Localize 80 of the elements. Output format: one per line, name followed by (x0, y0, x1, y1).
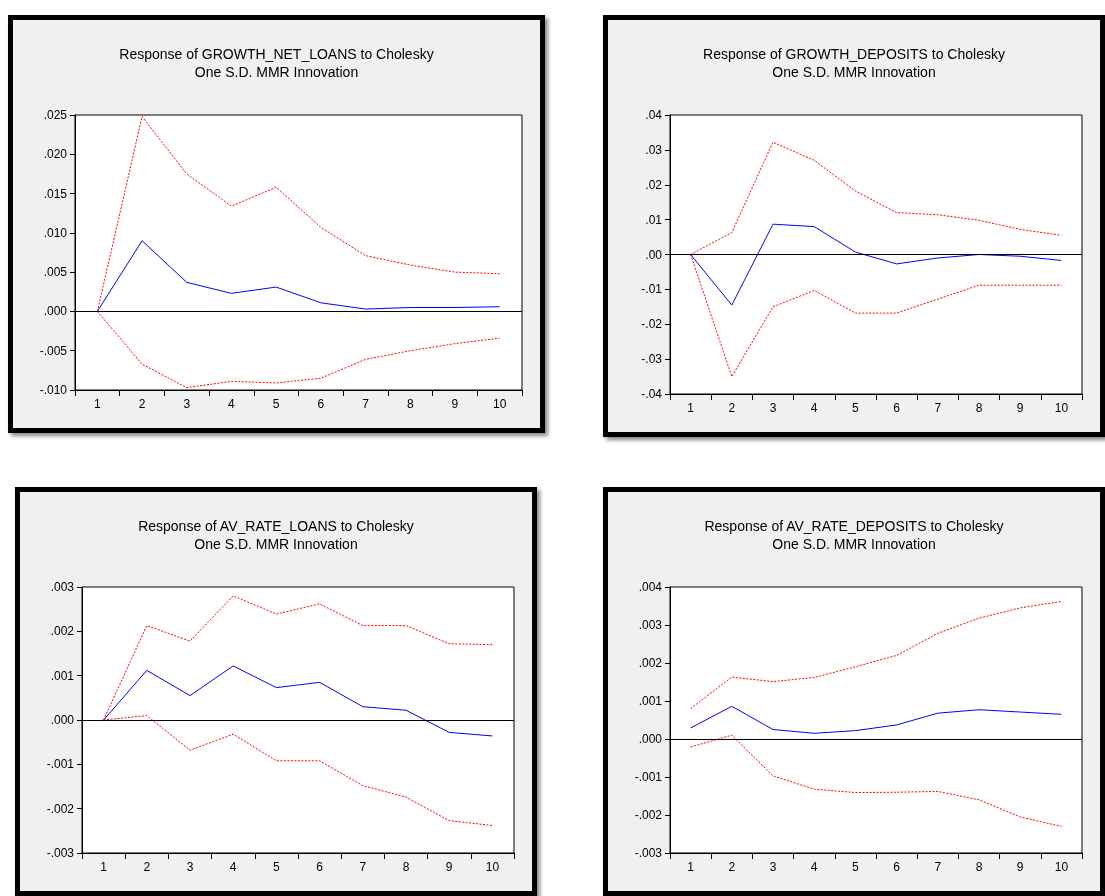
x-tick-label: 3 (769, 401, 777, 415)
x-tick-label: 8 (406, 397, 414, 411)
x-tick-label: 2 (728, 401, 736, 415)
x-tick-label: 7 (934, 401, 942, 415)
x-tick-label: 6 (893, 860, 901, 874)
x-tick-label: 7 (362, 397, 370, 411)
x-tick-label: 5 (273, 860, 281, 874)
chart-title: Response of GROWTH_DEPOSITS to Cholesky (703, 46, 1005, 62)
y-tick-label: .03 (645, 142, 663, 157)
y-tick-label: .000 (50, 713, 75, 727)
x-tick-label: 2 (143, 860, 151, 874)
y-tick-label: .002 (638, 656, 663, 670)
y-tick-label: -.003 (46, 846, 75, 860)
y-tick-label: .02 (645, 177, 663, 192)
y-tick-label: .025 (43, 108, 68, 122)
x-tick-label: 10 (1054, 860, 1069, 874)
x-tick-label: 6 (893, 401, 901, 415)
x-tick-label: 3 (769, 860, 777, 874)
x-tick-label: 2 (728, 860, 736, 874)
x-tick-label: 10 (1054, 401, 1069, 415)
x-tick-label: 1 (687, 401, 695, 415)
y-tick-label: .020 (43, 147, 68, 162)
y-tick-label: .00 (645, 247, 663, 262)
x-tick-label: 3 (186, 860, 194, 874)
x-tick-label: 3 (183, 397, 191, 411)
y-tick-label: -.005 (39, 343, 68, 358)
y-tick-label: .001 (638, 694, 663, 708)
y-tick-label: .005 (43, 265, 68, 280)
x-tick-label: 1 (100, 860, 108, 874)
x-tick-label: 7 (359, 860, 367, 874)
x-tick-label: 10 (485, 860, 500, 874)
x-tick-label: 8 (402, 860, 410, 874)
y-tick-label: -.03 (641, 352, 663, 367)
x-tick-label: 6 (317, 397, 325, 411)
x-tick-label: 9 (1016, 401, 1024, 415)
y-tick-label: .003 (638, 618, 663, 632)
chart-title: Response of AV_RATE_DEPOSITS to Cholesky (704, 518, 1004, 534)
x-tick-label: 1 (94, 397, 102, 411)
x-tick-label: 5 (852, 401, 860, 415)
chart-subtitle: One S.D. MMR Innovation (772, 536, 936, 552)
y-tick-label: -.001 (46, 757, 75, 772)
chart-subtitle: One S.D. MMR Innovation (194, 64, 359, 80)
y-tick-label: .04 (645, 108, 663, 122)
x-tick-label: 7 (934, 860, 942, 874)
x-tick-label: 4 (228, 397, 236, 411)
y-tick-label: .010 (43, 225, 68, 240)
x-tick-label: 9 (451, 397, 459, 411)
y-tick-label: .003 (50, 580, 75, 594)
y-tick-label: .015 (43, 186, 68, 201)
y-tick-label: -.002 (46, 801, 75, 816)
y-tick-label: -.002 (634, 808, 663, 822)
y-tick-label: -.003 (634, 846, 663, 860)
chart-subtitle: One S.D. MMR Innovation (194, 536, 358, 552)
x-tick-label: 9 (1016, 860, 1024, 874)
x-tick-label: 5 (852, 860, 860, 874)
y-tick-label: .004 (638, 580, 663, 594)
x-tick-label: 4 (810, 860, 818, 874)
y-tick-label: -.01 (641, 282, 663, 297)
x-tick-label: 10 (492, 397, 507, 411)
chart-title: Response of GROWTH_NET_LOANS to Cholesky (119, 46, 434, 62)
x-tick-label: 6 (316, 860, 324, 874)
y-tick-label: .002 (50, 624, 75, 639)
x-tick-label: 2 (138, 397, 146, 411)
y-tick-label: .01 (645, 212, 663, 227)
x-tick-label: 8 (975, 401, 983, 415)
y-tick-label: -.02 (641, 317, 663, 332)
y-tick-label: -.010 (39, 383, 68, 397)
y-tick-label: .000 (43, 304, 68, 319)
y-tick-label: .000 (638, 732, 663, 746)
x-tick-label: 4 (229, 860, 237, 874)
x-tick-label: 4 (810, 401, 818, 415)
x-tick-label: 1 (687, 860, 695, 874)
y-tick-label: .001 (50, 668, 75, 683)
x-tick-label: 9 (445, 860, 453, 874)
chart-subtitle: One S.D. MMR Innovation (772, 64, 936, 80)
x-tick-label: 8 (975, 860, 983, 874)
y-tick-label: -.04 (641, 387, 663, 401)
chart-title: Response of AV_RATE_LOANS to Cholesky (138, 518, 414, 534)
x-tick-label: 5 (272, 397, 280, 411)
y-tick-label: -.001 (634, 770, 663, 784)
